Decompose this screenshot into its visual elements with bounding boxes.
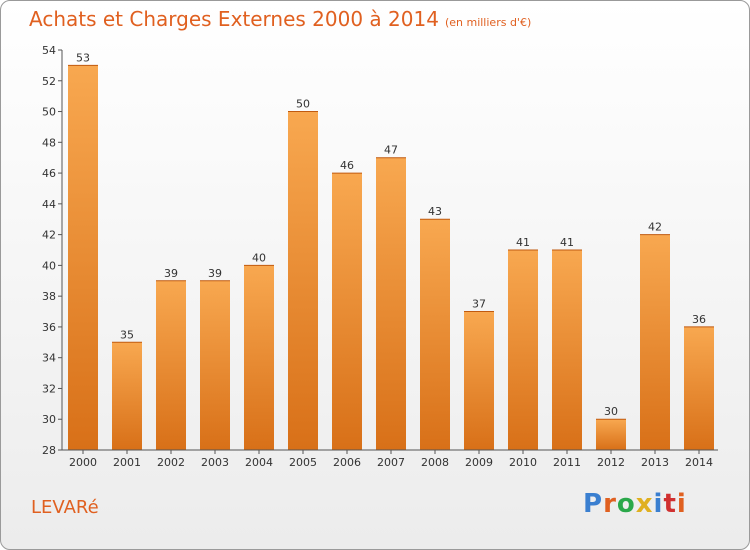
bar-2007 [376,157,406,450]
x-tick-label-2001: 2001 [113,456,141,469]
y-tick-label: 32 [42,382,56,395]
chart-unit: (en milliers d'€) [444,16,532,29]
x-tick-label-2009: 2009 [465,456,493,469]
bar-2003 [200,280,230,450]
y-tick-label: 48 [42,136,56,149]
bar-2010 [508,250,538,450]
bar-2002 [156,280,186,450]
y-tick-label: 42 [42,229,56,242]
x-tick-label-2014: 2014 [685,456,713,469]
bar-2009 [464,311,494,450]
bar-2013 [640,234,670,450]
x-tick-label-2007: 2007 [377,456,405,469]
x-tick-label-2011: 2011 [553,456,581,469]
x-tick-label-2008: 2008 [421,456,449,469]
bar-2005 [288,111,318,451]
chart-title: Achats et Charges Externes 2000 à 2014 (e… [29,7,531,31]
x-tick-label-2002: 2002 [157,456,185,469]
data-label-2013: 42 [648,221,662,234]
y-tick-label: 36 [42,321,56,334]
x-tick-label-2000: 2000 [69,456,97,469]
bar-2001 [112,342,142,450]
data-label-2009: 37 [472,298,486,311]
y-tick-label: 30 [42,413,56,426]
proxiti-logo: Proxiti [583,489,687,519]
y-tick-label: 38 [42,290,56,303]
x-tick-label-2012: 2012 [597,456,625,469]
data-label-2002: 39 [164,267,178,280]
y-tick-label: 40 [42,259,56,272]
x-tick-label-2010: 2010 [509,456,537,469]
x-tick-label-2006: 2006 [333,456,361,469]
data-label-2010: 41 [516,236,530,249]
y-tick-label: 44 [42,198,56,211]
chart-title-text: Achats et Charges Externes 2000 à 2014 [29,7,439,31]
data-label-2006: 46 [340,159,354,172]
bar-2012 [596,419,626,450]
y-tick-label: 46 [42,167,56,180]
bar-2008 [420,219,450,450]
bar-2006 [332,173,362,451]
x-tick-label-2003: 2003 [201,456,229,469]
x-tick-label-2005: 2005 [289,456,317,469]
y-tick-label: 28 [42,444,56,457]
data-label-2004: 40 [252,251,266,264]
data-label-2014: 36 [692,313,706,326]
bar-2011 [552,250,582,450]
x-tick-label-2013: 2013 [641,456,669,469]
y-tick-label: 54 [42,44,56,57]
data-label-2011: 41 [560,236,574,249]
commune-name: LEVARé [31,497,99,518]
y-tick-label: 50 [42,106,56,119]
data-label-2003: 39 [208,267,222,280]
data-label-2000: 53 [76,51,90,64]
bar-2000 [68,65,98,450]
data-label-2005: 50 [296,98,310,111]
bar-2004 [244,265,274,450]
data-label-2007: 47 [384,144,398,157]
y-tick-label: 52 [42,75,56,88]
data-label-2008: 43 [428,205,442,218]
data-label-2012: 30 [604,405,618,418]
bar-2014 [684,326,714,450]
y-tick-label: 34 [42,352,56,365]
data-label-2001: 35 [120,328,134,341]
x-tick-label-2004: 2004 [245,456,273,469]
